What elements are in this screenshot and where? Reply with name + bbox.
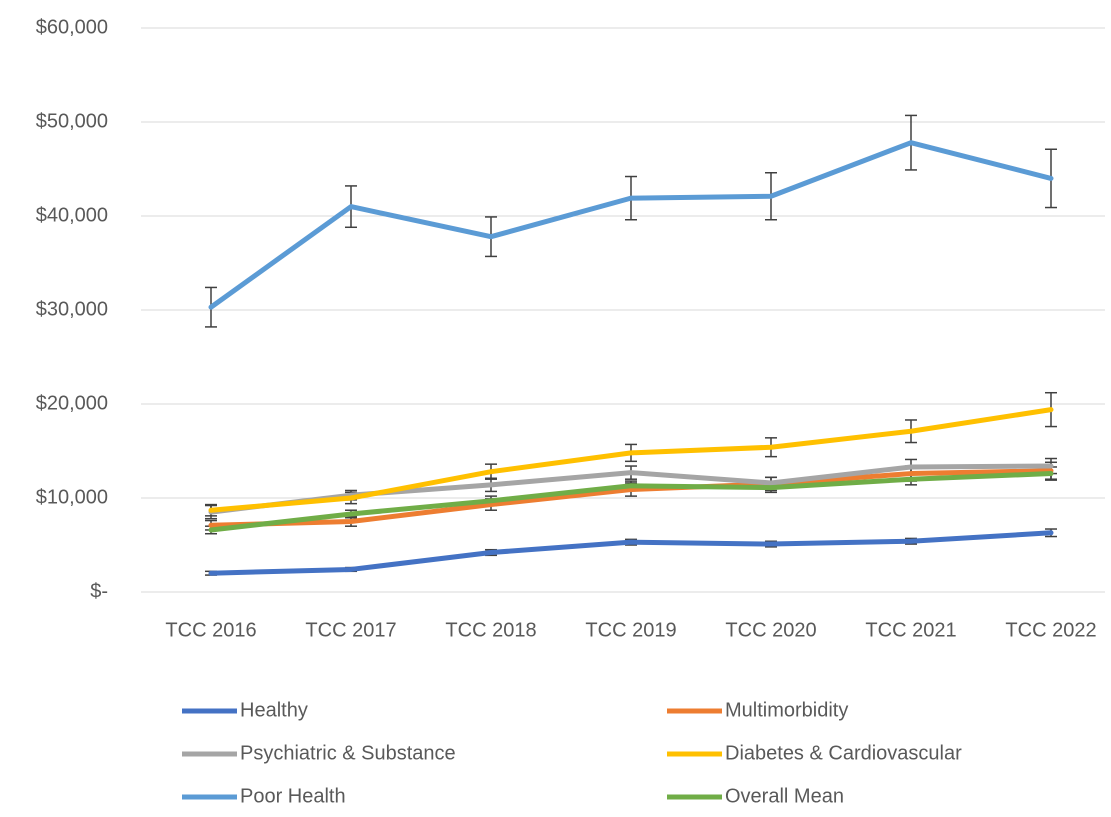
x-tick-label: TCC 2019 xyxy=(585,619,676,641)
y-tick-label: $50,000 xyxy=(36,110,108,132)
series-line xyxy=(208,471,1054,533)
legend-label: Psychiatric & Substance xyxy=(240,742,456,764)
x-tick-label: TCC 2020 xyxy=(725,619,816,641)
y-tick-label: $30,000 xyxy=(36,298,108,320)
y-tick-label: $10,000 xyxy=(36,486,108,508)
x-tick-label: TCC 2018 xyxy=(445,619,536,641)
series-line xyxy=(208,463,1054,515)
x-tick-label: TCC 2021 xyxy=(865,619,956,641)
y-tick-label: $60,000 xyxy=(36,16,108,38)
x-tick-label: TCC 2016 xyxy=(165,619,256,641)
legend-label: Multimorbidity xyxy=(725,699,848,721)
legend-label: Healthy xyxy=(240,699,308,721)
y-tick-label: $40,000 xyxy=(36,204,108,226)
series-line xyxy=(208,140,1054,310)
series-line xyxy=(208,407,1054,513)
x-tick-label: TCC 2017 xyxy=(305,619,396,641)
legend-label: Poor Health xyxy=(240,785,346,807)
x-tick-label: TCC 2022 xyxy=(1005,619,1096,641)
series-line xyxy=(208,530,1054,576)
legend-label: Diabetes & Cardiovascular xyxy=(725,742,962,764)
y-tick-label: $- xyxy=(90,580,108,602)
y-tick-label: $20,000 xyxy=(36,392,108,414)
series-line xyxy=(208,468,1054,528)
legend-label: Overall Mean xyxy=(725,785,844,807)
